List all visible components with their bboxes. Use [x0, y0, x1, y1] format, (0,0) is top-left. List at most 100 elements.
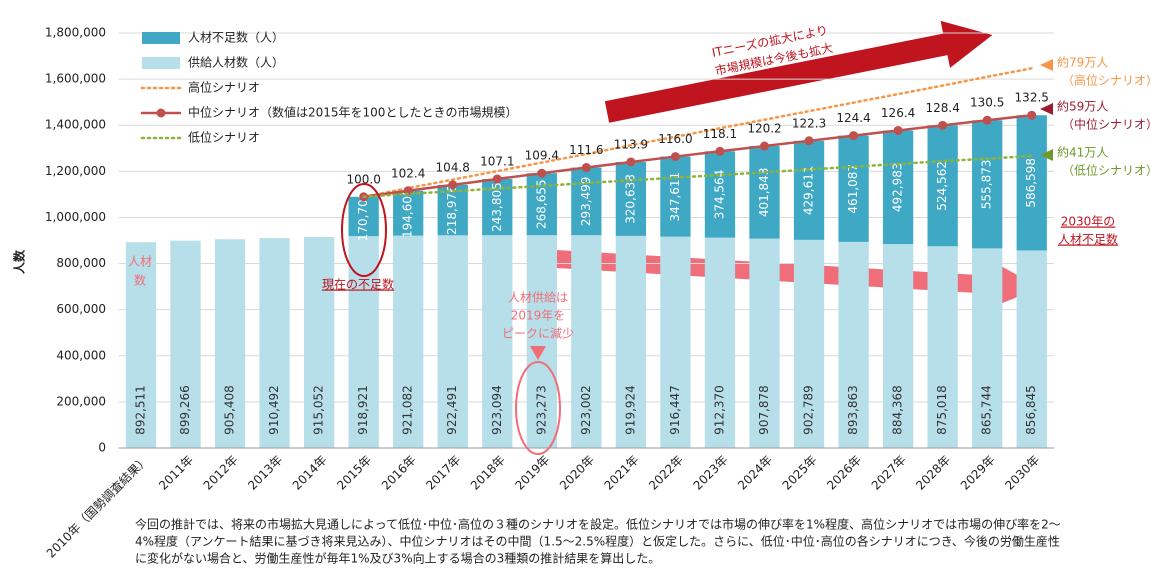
- bar-value-label: 492,983: [891, 162, 905, 212]
- line-marker: [670, 152, 680, 162]
- line-marker: [492, 174, 502, 184]
- bar-value-label: 905,408: [223, 385, 237, 435]
- bar-value-label: 347,611: [668, 172, 682, 222]
- y-tick-label: 1,600,000: [45, 72, 106, 86]
- bar: [303, 237, 335, 448]
- bar: [125, 242, 157, 448]
- y-tick-label: 0: [98, 441, 106, 455]
- bar: [482, 235, 513, 448]
- line-marker: [537, 168, 547, 178]
- bar-value-label: 907,878: [757, 385, 771, 435]
- y-tick-label: 400,000: [56, 348, 106, 362]
- annotation: （低位シナリオ）: [1062, 163, 1151, 178]
- shortage-arrow: [539, 249, 1041, 307]
- bar: [838, 135, 869, 242]
- bar-value-label: 875,018: [935, 385, 949, 435]
- annotation: 現在の不足数: [322, 277, 394, 292]
- bar: [972, 248, 1003, 448]
- bar: [882, 244, 914, 448]
- y-tick-label: 600,000: [56, 302, 106, 316]
- index-label: 126.4: [881, 106, 915, 120]
- bar-value-label: 892,511: [133, 385, 147, 435]
- bar: [437, 184, 468, 236]
- index-label: 122.3: [792, 116, 826, 130]
- annotation: 人材供給は: [508, 291, 568, 305]
- x-tick-label: 2027年: [869, 453, 909, 493]
- bar-value-label: 912,370: [712, 385, 726, 435]
- x-tick-label: 2014年: [290, 453, 330, 493]
- bar: [660, 156, 691, 237]
- line-marker: [715, 146, 725, 156]
- line-marker: [760, 141, 770, 151]
- bar: [793, 239, 825, 448]
- bar: [526, 235, 557, 448]
- annotation: （高位シナリオ）: [1062, 73, 1151, 88]
- bar: [749, 238, 780, 448]
- legend-label: 供給人材数（人）: [188, 55, 284, 70]
- line-marker: [1027, 110, 1037, 120]
- bar: [927, 246, 958, 448]
- bar: [1016, 115, 1047, 251]
- peak-pointer: [530, 346, 546, 360]
- bar: [704, 237, 736, 448]
- y-axis-label: 人数: [12, 249, 27, 274]
- legend-swatch: [142, 32, 180, 44]
- bar: [571, 235, 602, 448]
- line-marker: [626, 157, 636, 167]
- bar-value-label: 429,611: [802, 166, 816, 216]
- index-label: 130.5: [970, 96, 1004, 110]
- index-label: 111.6: [569, 143, 603, 157]
- bar-value-label: 218,976: [445, 185, 459, 235]
- line-marker: [804, 136, 814, 146]
- index-label: 102.4: [391, 166, 425, 180]
- bar-value-label: 922,491: [445, 385, 459, 435]
- bar-value-label: 915,052: [312, 385, 326, 435]
- bar: [704, 151, 736, 238]
- bar: [393, 190, 424, 236]
- y-tick-label: 800,000: [56, 256, 106, 270]
- bar-value-label: 586,598: [1024, 158, 1038, 208]
- annotation: （中位シナリオ）: [1062, 117, 1151, 132]
- footnote: 4%程度（アンケート結果に基づき将来見込み）、中位シナリオはその中間（1.5～2…: [135, 534, 1060, 549]
- bars: [125, 115, 1047, 448]
- bar-value-label: 884,368: [891, 385, 905, 435]
- bar: [660, 236, 691, 448]
- bar-value-label: 555,873: [980, 160, 994, 210]
- line-marker: [849, 131, 859, 141]
- line-marker: [893, 125, 903, 135]
- bar: [927, 125, 958, 247]
- index-label: 113.9: [614, 137, 648, 151]
- x-tick-label: 2019年: [512, 453, 552, 493]
- line-marker: [448, 180, 458, 190]
- x-tick-label: 2020年: [557, 453, 597, 493]
- x-tick-label: 2013年: [245, 453, 285, 493]
- x-tick-label: 2017年: [423, 453, 463, 493]
- annotation: 約59万人: [1057, 99, 1108, 114]
- bar-value-label: 461,087: [846, 164, 860, 214]
- annotation: 人材: [128, 255, 152, 269]
- x-tick-label: 2021年: [601, 453, 641, 493]
- index-label: 118.1: [703, 127, 737, 141]
- line-marker: [581, 163, 591, 173]
- index-label: 107.1: [480, 154, 514, 168]
- bar-value-label: 918,921: [356, 385, 370, 435]
- bar-value-label: 170,700: [356, 192, 370, 242]
- bar-value-label: 923,273: [534, 385, 548, 435]
- bar-value-label: 910,492: [267, 385, 281, 435]
- x-tick-label: 2015年: [334, 453, 374, 493]
- bar: [393, 235, 424, 448]
- x-tick-label: 2025年: [780, 453, 820, 493]
- bar: [793, 140, 825, 240]
- annotation: 約79万人: [1057, 55, 1108, 70]
- bar-value-label: 902,789: [802, 385, 816, 435]
- bar: [615, 235, 647, 448]
- bar-value-label: 268,655: [534, 179, 548, 229]
- market-arrow: [604, 20, 993, 123]
- y-tick-label: 1,000,000: [45, 210, 106, 224]
- bar: [1016, 250, 1047, 448]
- bar: [749, 146, 780, 239]
- legend-swatch: [142, 57, 180, 69]
- x-tick-label: 2016年: [379, 453, 419, 493]
